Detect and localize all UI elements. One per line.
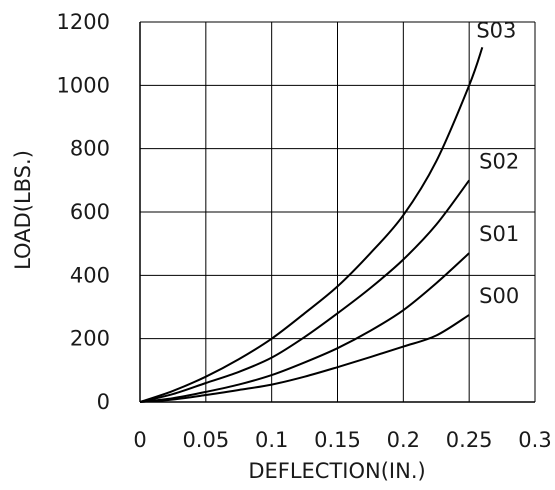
y-tick-label: 200 — [70, 327, 110, 351]
y-tick-label: 600 — [70, 200, 110, 224]
series-label-s00: S00 — [479, 284, 519, 308]
x-tick-label: 0.15 — [314, 428, 361, 452]
series-line-s01 — [139, 252, 470, 403]
x-tick-label: 0.2 — [387, 428, 420, 452]
axes: 0 0.05 0.1 0.15 0.2 0.25 0.3 0 200 400 600 800 1000 1… — [57, 10, 552, 452]
series-line-s02 — [139, 179, 470, 403]
series-line-s00 — [139, 314, 470, 403]
series-label-s01: S01 — [479, 222, 519, 246]
x-tick-label: 0.1 — [255, 428, 288, 452]
y-axis-title: LOAD(LBS.) — [11, 150, 35, 270]
grid — [140, 21, 536, 402]
x-tick-label: 0.05 — [182, 428, 229, 452]
series-lines — [139, 47, 484, 403]
series-label-s03: S03 — [476, 18, 516, 42]
series-label-s02: S02 — [479, 149, 519, 173]
series-line-s03 — [139, 47, 484, 403]
x-tick-label: 0 — [133, 428, 146, 452]
series-labels: S00 S01 S02 S03 — [476, 18, 519, 308]
y-tick-label: 1000 — [57, 73, 110, 97]
x-axis-title: DEFLECTION(IN.) — [248, 459, 425, 483]
y-tick-label: 0 — [97, 390, 110, 414]
x-tick-label: 0.25 — [446, 428, 493, 452]
y-tick-label: 1200 — [57, 10, 110, 34]
y-tick-label: 400 — [70, 263, 110, 287]
y-tick-label: 800 — [70, 137, 110, 161]
x-tick-label: 0.3 — [518, 428, 551, 452]
